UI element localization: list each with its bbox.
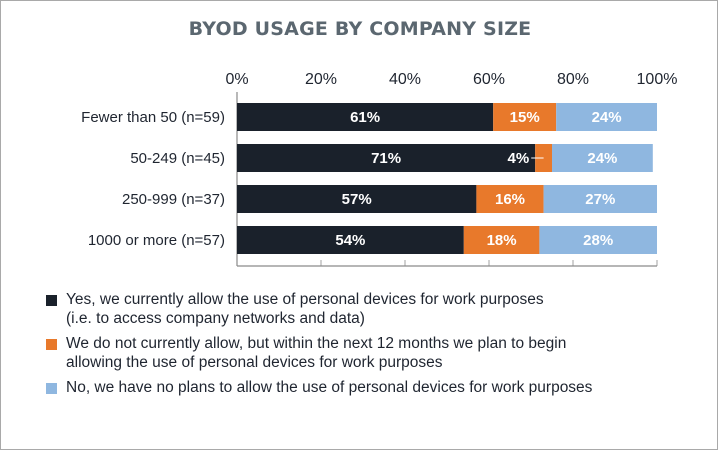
category-label: 50-249 (n=45) <box>130 150 225 167</box>
data-label: 61% <box>350 109 380 126</box>
bar-segment <box>543 185 657 213</box>
legend-swatch-allow <box>46 295 57 306</box>
legend-label-no-plans: No, we have no plans to allow the use of… <box>66 379 593 396</box>
data-label: 24% <box>587 150 617 167</box>
category-label: Fewer than 50 (n=59) <box>81 109 225 126</box>
legend-item-plan: We do not currently allow, but within th… <box>46 334 706 372</box>
data-label: 4% <box>508 150 530 167</box>
x-tick-label: 40% <box>389 71 421 88</box>
bar-segment <box>476 185 544 213</box>
data-label: 28% <box>583 232 613 249</box>
bar-segment <box>237 185 477 213</box>
data-label: 27% <box>585 191 615 208</box>
x-tick-label: 100% <box>637 71 678 88</box>
data-label: 57% <box>342 191 372 208</box>
category-label: 1000 or more (n=57) <box>88 232 225 249</box>
bar-segment <box>552 144 653 172</box>
bar-segment <box>539 226 657 254</box>
legend-label-allow: Yes, we currently allow the use of perso… <box>66 291 544 308</box>
category-label: 250-999 (n=37) <box>122 191 225 208</box>
legend-swatch-plan <box>46 339 57 350</box>
legend-swatch-no-plans <box>46 383 57 394</box>
legend-item-no-plans: No, we have no plans to allow the use of… <box>46 378 706 397</box>
bar-segment <box>493 103 557 131</box>
x-tick-label: 60% <box>473 71 505 88</box>
x-tick-label: 0% <box>225 71 248 88</box>
data-label: 54% <box>335 232 365 249</box>
legend: Yes, we currently allow the use of perso… <box>46 290 706 403</box>
stacked-bar-chart: 0% 20% 40% 60% 80% 100% Fewer than 50 (n=59) 61… <box>81 71 678 267</box>
data-label: 71% <box>371 150 401 167</box>
data-label: 16% <box>495 191 525 208</box>
data-label: 18% <box>487 232 517 249</box>
legend-label-allow-cont: (i.e. to access company networks and dat… <box>66 310 365 327</box>
x-tick-label: 20% <box>305 71 337 88</box>
data-label: 24% <box>592 109 622 126</box>
bar-segment <box>463 226 540 254</box>
bar-segment <box>237 103 494 131</box>
bar-segment <box>237 226 464 254</box>
legend-label-plan: We do not currently allow, but within th… <box>66 335 567 352</box>
data-label: 15% <box>510 109 540 126</box>
chart-title: BYOD USAGE BY COMPANY SIZE <box>188 18 532 40</box>
bar-segment <box>556 103 657 131</box>
x-tick-label: 80% <box>557 71 589 88</box>
legend-item-allow: Yes, we currently allow the use of perso… <box>46 290 706 328</box>
bar-segment <box>237 144 536 172</box>
legend-label-plan-cont: allowing the use of personal devices for… <box>66 354 443 371</box>
